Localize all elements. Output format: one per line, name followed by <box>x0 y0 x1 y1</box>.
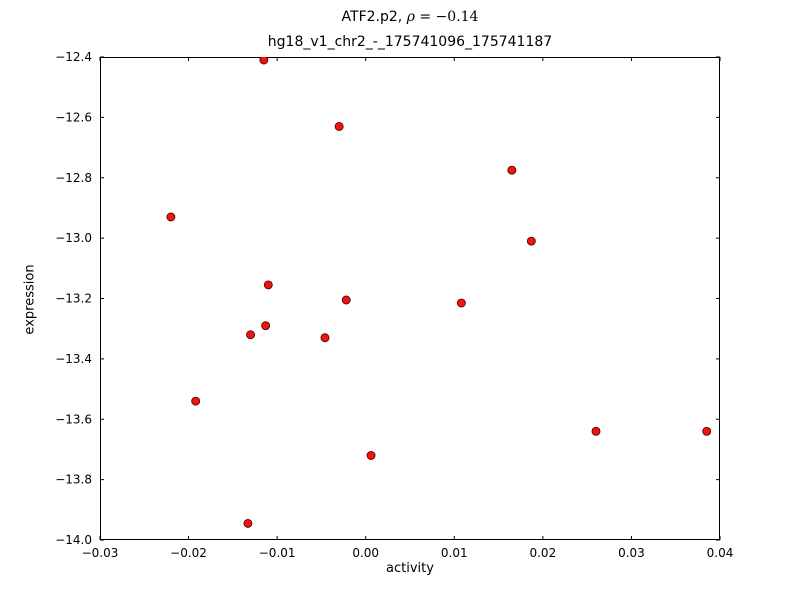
y-tick-label: −14.0 <box>55 533 92 547</box>
x-axis-label: activity <box>386 561 434 576</box>
data-point <box>191 396 201 406</box>
chart-subtitle: hg18_v1_chr2_-_175741096_175741187 <box>267 34 553 50</box>
data-point <box>456 298 466 308</box>
data-point <box>334 121 344 131</box>
x-tick-label: 0.03 <box>618 546 645 560</box>
data-points-group <box>166 57 712 528</box>
x-tick-label: −0.01 <box>259 546 296 560</box>
data-point <box>507 165 517 175</box>
data-point <box>526 236 536 246</box>
data-point <box>341 295 351 305</box>
rho-value: = −0.14 <box>414 9 479 25</box>
plot-frame <box>100 57 720 540</box>
data-point <box>263 280 273 290</box>
x-tick-label: 0.01 <box>441 546 468 560</box>
x-tick-label: 0.00 <box>352 546 379 560</box>
data-point <box>261 321 271 331</box>
data-point <box>702 426 712 436</box>
chart-title: ATF2.p2, ρ = −0.14 <box>100 8 720 26</box>
y-tick-label: −12.6 <box>55 110 92 124</box>
y-tick-label: −12.4 <box>55 50 92 64</box>
y-tick-label: −13.8 <box>55 473 92 487</box>
data-point <box>320 333 330 343</box>
y-tick-label: −13.2 <box>55 292 92 306</box>
x-tick-label: −0.03 <box>82 546 119 560</box>
data-point <box>243 518 253 528</box>
y-tick-label: −12.8 <box>55 171 92 185</box>
data-point <box>591 426 601 436</box>
data-point <box>246 330 256 340</box>
x-tick-label: 0.02 <box>529 546 556 560</box>
x-tick-label: 0.04 <box>707 546 734 560</box>
x-tick-label: −0.02 <box>170 546 207 560</box>
rho-symbol: ρ <box>406 9 415 25</box>
data-point <box>366 451 376 460</box>
y-tick-label: −13.0 <box>55 231 92 245</box>
data-point <box>166 212 176 222</box>
y-axis-label: expression <box>22 264 38 335</box>
y-tick-label: −13.4 <box>55 352 92 366</box>
chart-title-prefix: ATF2.p2, <box>341 9 407 25</box>
data-point <box>259 57 269 65</box>
y-tick-label: −13.6 <box>55 412 92 426</box>
